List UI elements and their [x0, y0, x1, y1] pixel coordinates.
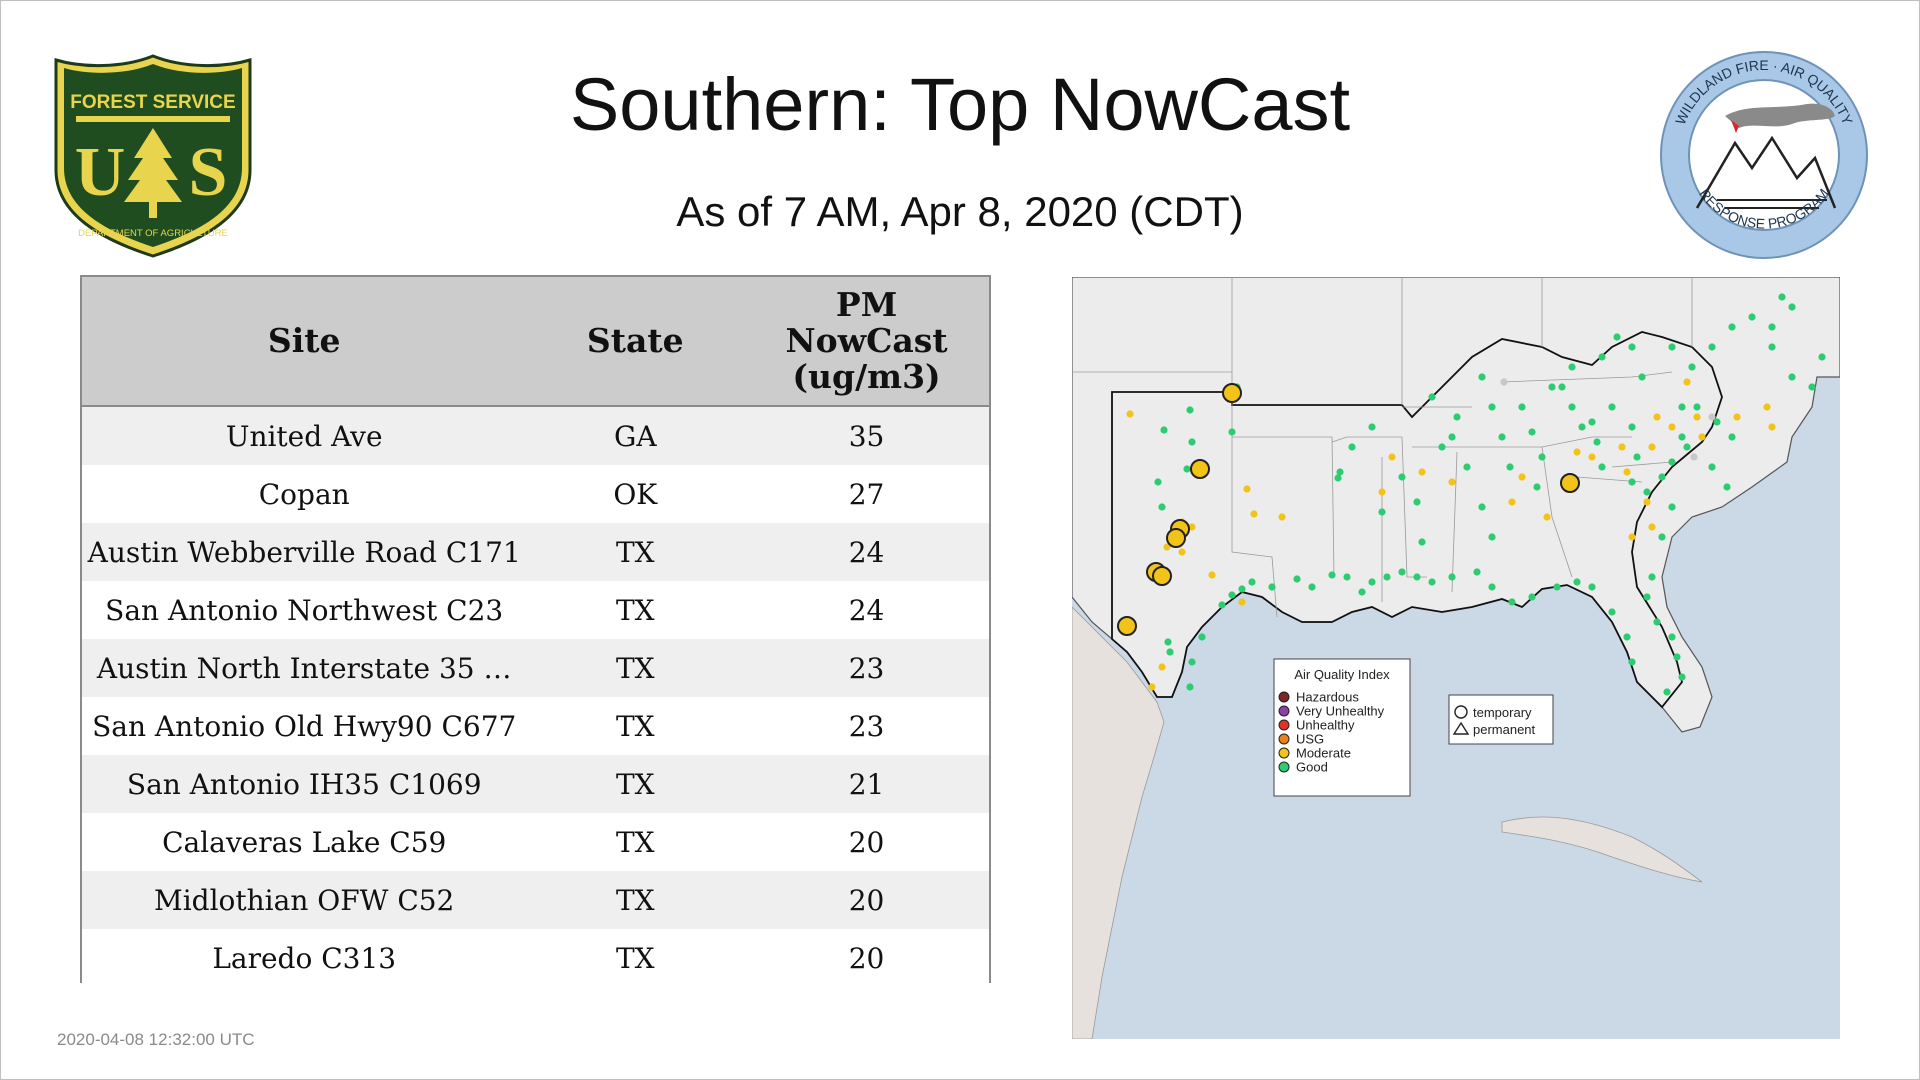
- state-cell: TX: [526, 755, 745, 813]
- state-cell: TX: [526, 929, 745, 987]
- site-cell: United Ave: [82, 405, 527, 465]
- fire-flag-icon: [1731, 120, 1739, 133]
- legend-label-very-unhealthy: Very Unhealthy: [1296, 704, 1385, 719]
- permanent-label: permanent: [1473, 722, 1536, 737]
- legend-swatch-very-unhealthy: [1278, 705, 1290, 717]
- state-cell: TX: [526, 523, 745, 581]
- site-cell: San Antonio IH35 C1069: [82, 755, 527, 813]
- state-cell: TX: [526, 813, 745, 871]
- page-subtitle: As of 7 AM, Apr 8, 2020 (CDT): [676, 188, 1244, 235]
- table-row: Copan OK 27: [82, 465, 989, 523]
- state-column-header: State: [526, 277, 745, 406]
- nowcast-table: Site State PM NowCast (ug/m3) United Ave…: [80, 275, 991, 987]
- page-title: Southern: Top NowCast: [569, 63, 1351, 146]
- permanent-triangle-icon: [1452, 721, 1470, 735]
- shape-legend: temporary permanent: [1448, 694, 1554, 745]
- site-cell: San Antonio Northwest C23: [82, 581, 527, 639]
- usfs-bottom-text: DEPARTMENT OF AGRICULTURE: [78, 228, 228, 239]
- site-cell: Austin North Interstate 35 …: [82, 639, 527, 697]
- value-cell: 20: [744, 813, 989, 871]
- southern-region-outline: [1111, 331, 1723, 709]
- site-cell: Austin Webberville Road C171: [82, 523, 527, 581]
- pm-nowcast-column-header: PM NowCast (ug/m3): [744, 277, 989, 406]
- temporary-label: temporary: [1473, 705, 1532, 720]
- legend-label-unhealthy: Unhealthy: [1296, 718, 1355, 733]
- temporary-circle-icon: [1454, 705, 1468, 719]
- table-row: Austin Webberville Road C171 TX 24: [82, 523, 989, 581]
- state-cell: OK: [526, 465, 745, 523]
- footer-timestamp: 2020-04-08 12:32:00 UTC: [57, 1030, 255, 1049]
- table-row: Midlothian OFW C52 TX 20: [82, 871, 989, 929]
- table-row: San Antonio Old Hwy90 C677 TX 23: [82, 697, 989, 755]
- site-cell: Midlothian OFW C52: [82, 871, 527, 929]
- value-cell: 20: [744, 871, 989, 929]
- table-row: San Antonio IH35 C1069 TX 21: [82, 755, 989, 813]
- legend-swatch-hazardous: [1278, 691, 1290, 703]
- legend-swatch-unhealthy: [1278, 719, 1290, 731]
- value-cell: 24: [744, 523, 989, 581]
- usfs-shield-logo: FOREST SERVICE U S DEPARTMENT OF AGRICUL…: [54, 54, 252, 258]
- good-aqi-sites: [1154, 293, 1826, 696]
- table-row: Austin North Interstate 35 … TX 23: [82, 639, 989, 697]
- aqi-legend-title: Air Quality Index: [1294, 667, 1390, 682]
- table-row: United Ave GA 35: [82, 405, 989, 465]
- legend-label-usg: USG: [1296, 732, 1324, 747]
- state-cell: TX: [526, 697, 745, 755]
- legend-label-good: Good: [1296, 760, 1328, 775]
- legend-swatch-good: [1278, 761, 1290, 773]
- top-nowcast-sites: [1117, 383, 1580, 636]
- state-cell: TX: [526, 581, 745, 639]
- table-row: San Antonio Northwest C23 TX 24: [82, 581, 989, 639]
- wfaq-program-logo: WILDLAND FIRE · AIR QUALITY RESPONSE PRO…: [1660, 51, 1868, 259]
- state-cell: GA: [526, 405, 745, 465]
- table-row: Calaveras Lake C59 TX 20: [82, 813, 989, 871]
- legend-label-moderate: Moderate: [1296, 746, 1351, 761]
- no-data-sites: [1500, 378, 1716, 461]
- state-cell: TX: [526, 639, 745, 697]
- usfs-top-text: FOREST SERVICE: [70, 92, 235, 113]
- value-cell: 20: [744, 929, 989, 987]
- site-column-header: Site: [82, 277, 527, 406]
- state-cell: TX: [526, 871, 745, 929]
- site-cell: San Antonio Old Hwy90 C677: [82, 697, 527, 755]
- table-header-row: Site State PM NowCast (ug/m3): [82, 277, 989, 406]
- value-cell: 27: [744, 465, 989, 523]
- site-cell: Copan: [82, 465, 527, 523]
- svg-text:U: U: [75, 134, 126, 211]
- value-cell: 23: [744, 697, 989, 755]
- value-cell: 23: [744, 639, 989, 697]
- value-cell: 24: [744, 581, 989, 639]
- cuba-landmass: [1501, 816, 1703, 883]
- pine-tree-icon: [124, 128, 182, 218]
- legend-label-hazardous: Hazardous: [1296, 690, 1359, 705]
- table-row: Laredo C313 TX 20: [82, 929, 989, 987]
- site-cell: Laredo C313: [82, 929, 527, 987]
- legend-swatch-usg: [1278, 733, 1290, 745]
- value-cell: 21: [744, 755, 989, 813]
- site-cell: Calaveras Lake C59: [82, 813, 527, 871]
- mexico-landmass: [1072, 606, 1165, 1039]
- value-cell: 35: [744, 405, 989, 465]
- svg-text:S: S: [189, 134, 228, 211]
- legend-swatch-moderate: [1278, 747, 1290, 759]
